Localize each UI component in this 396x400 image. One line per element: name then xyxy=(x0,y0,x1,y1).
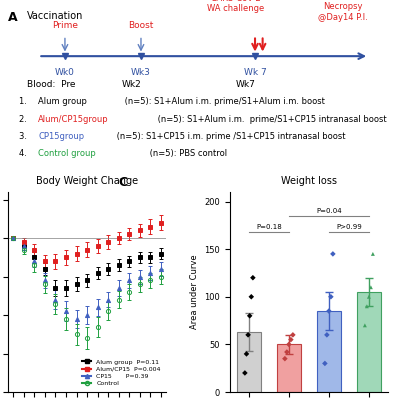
Point xyxy=(290,332,296,338)
Point xyxy=(370,251,376,257)
Bar xyxy=(237,332,261,392)
Text: P>0.99: P>0.99 xyxy=(336,224,362,230)
Text: Necropsy
@Day14 P.I.: Necropsy @Day14 P.I. xyxy=(318,2,367,22)
Point xyxy=(366,294,372,300)
Text: (n=5): S1+Alum i.m.  prime/S1+CP15 intranasal boost: (n=5): S1+Alum i.m. prime/S1+CP15 intran… xyxy=(155,115,387,124)
Point xyxy=(245,332,251,338)
Text: CP15group: CP15group xyxy=(38,132,84,141)
Text: Blood:  Pre: Blood: Pre xyxy=(27,80,75,89)
Text: 2.: 2. xyxy=(19,115,32,124)
Point xyxy=(248,294,255,300)
Point xyxy=(247,313,253,319)
Bar xyxy=(317,311,341,392)
Point xyxy=(326,308,332,314)
Text: Wk0: Wk0 xyxy=(55,68,75,77)
Point xyxy=(330,251,336,257)
Bar xyxy=(277,344,301,392)
Bar xyxy=(357,292,381,392)
Text: Wk7: Wk7 xyxy=(236,80,256,89)
Point xyxy=(362,322,368,328)
Text: Boost: Boost xyxy=(128,21,154,30)
Point xyxy=(242,370,248,376)
Text: Wk 7: Wk 7 xyxy=(244,68,267,77)
Legend: Alum group  P=0.11, Alum/CP15  P=0.004, CP15       P=0.39, Control: Alum group P=0.11, Alum/CP15 P=0.004, CP… xyxy=(79,357,163,389)
Point xyxy=(368,284,374,290)
Text: Control group: Control group xyxy=(38,149,96,158)
Text: (n=5): S1+CP15 i.m. prime /S1+CP15 intranasal boost: (n=5): S1+CP15 i.m. prime /S1+CP15 intra… xyxy=(114,132,345,141)
Point xyxy=(282,356,288,362)
Y-axis label: Area under Curve: Area under Curve xyxy=(190,255,199,329)
Text: 4.: 4. xyxy=(19,149,32,158)
Text: P=0.04: P=0.04 xyxy=(316,208,342,214)
Point xyxy=(322,360,328,367)
Text: Alum group: Alum group xyxy=(38,98,87,106)
Point xyxy=(286,341,292,348)
Text: SARS-CoV-2
WA challenge: SARS-CoV-2 WA challenge xyxy=(208,0,265,13)
Text: Vaccination: Vaccination xyxy=(27,12,83,22)
Text: (n=5): S1+Alum i.m. prime/S1+Alum i.m. boost: (n=5): S1+Alum i.m. prime/S1+Alum i.m. b… xyxy=(122,98,325,106)
Title: Body Weight Change: Body Weight Change xyxy=(36,176,138,186)
Text: Wk3: Wk3 xyxy=(131,68,151,77)
Title: Weight loss: Weight loss xyxy=(281,176,337,186)
Point xyxy=(328,294,334,300)
Text: A: A xyxy=(8,12,17,24)
Text: Alum/CP15group: Alum/CP15group xyxy=(38,115,109,124)
Text: 3.: 3. xyxy=(19,132,32,141)
Point xyxy=(364,303,370,310)
Text: 1.: 1. xyxy=(19,98,32,106)
Text: C: C xyxy=(119,176,128,189)
Point xyxy=(284,349,290,355)
Text: (n=5): PBS control: (n=5): PBS control xyxy=(147,149,227,158)
Text: P=0.18: P=0.18 xyxy=(256,224,282,230)
Point xyxy=(250,274,256,281)
Point xyxy=(243,351,249,357)
Point xyxy=(288,336,294,343)
Text: Prime: Prime xyxy=(52,21,78,30)
Point xyxy=(324,332,330,338)
Text: Wk2: Wk2 xyxy=(122,80,142,89)
